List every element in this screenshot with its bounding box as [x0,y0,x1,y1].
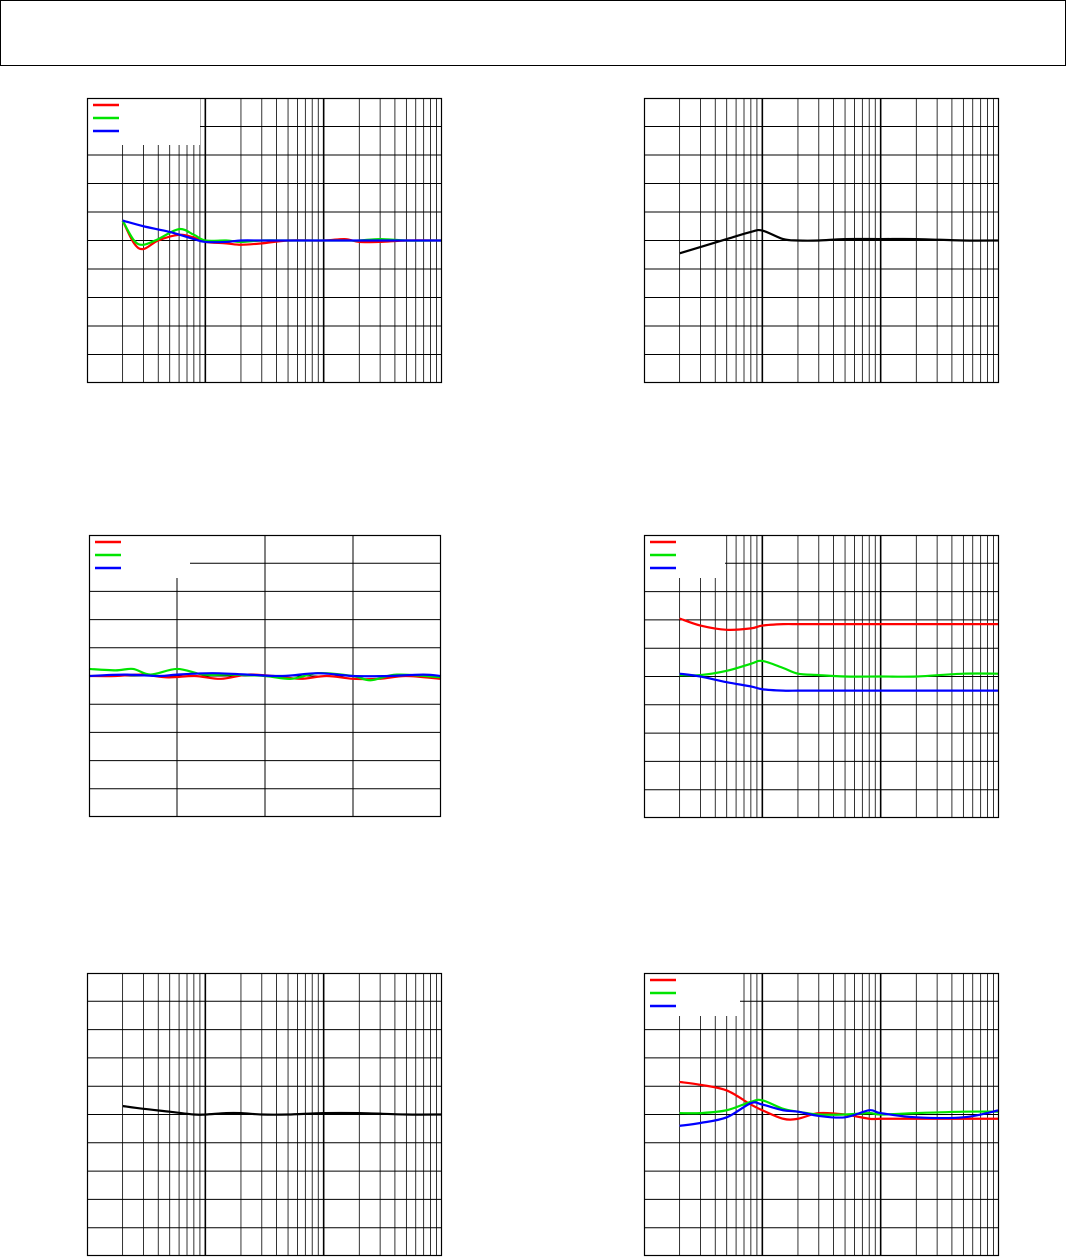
chart-5 [86,972,443,1257]
page-header [0,0,1066,66]
legend [645,974,740,1016]
series-line-1 [679,617,999,632]
chart-4 [643,534,1000,819]
series-line-3 [88,672,442,678]
plot-frame [643,534,1000,819]
legend [90,536,190,578]
plot-frame [643,972,1000,1257]
series-line-3 [679,1101,1000,1127]
legend [645,536,725,578]
series-line-1 [121,220,443,251]
series-line-1 [679,228,1000,255]
series-line-2 [679,659,1000,678]
grid [644,973,999,1256]
series-line-1 [122,1104,443,1116]
series-line-1 [679,1080,999,1121]
series-line-3 [679,672,999,692]
chart-2 [643,97,1000,384]
plot-frame [86,972,443,1257]
series-line-2 [679,1098,1000,1116]
plot-frame [86,97,443,384]
series-line-3 [122,219,442,244]
legend-box [88,99,200,145]
chart-3 [88,534,442,818]
plot-frame [643,97,1000,384]
chart-1 [86,97,443,384]
plot-frame [88,534,442,818]
legend [88,99,200,145]
chart-6 [643,972,1000,1257]
